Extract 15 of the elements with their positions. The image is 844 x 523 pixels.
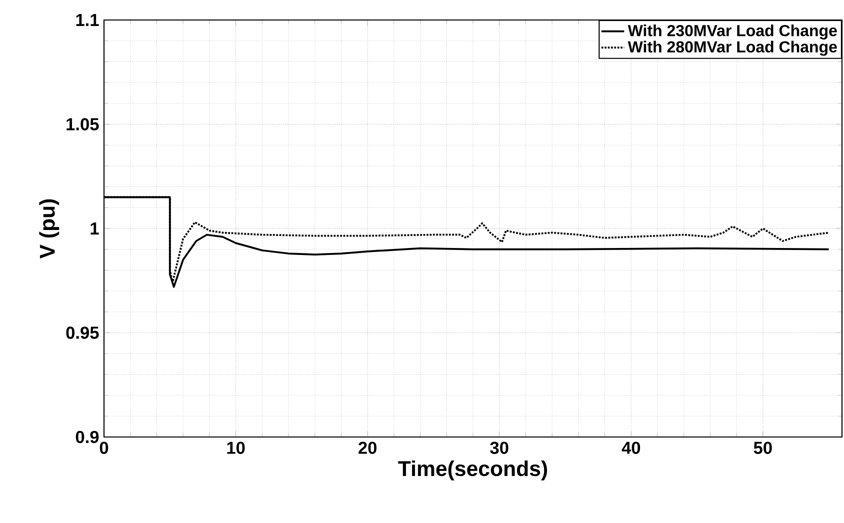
- x-tick-label: 0: [100, 442, 108, 454]
- y-tick-label: 1.05: [66, 118, 99, 130]
- text: With 230MVar Load Change: [628, 24, 837, 40]
- y-tick-label: 0.9: [76, 430, 99, 444]
- x-tick-label: 30: [490, 442, 508, 454]
- x-tick-label: 10: [227, 442, 245, 454]
- legend-label: With 280MVar Load Change: [628, 40, 837, 56]
- x-tick-label: 40: [622, 442, 640, 454]
- y-axis-title: V (pu): [39, 199, 60, 259]
- x-tick-label: 50: [754, 442, 772, 454]
- y-tick-label: 0.95: [66, 326, 99, 339]
- y-tick-label: 1.1: [76, 14, 99, 26]
- x-tick-label: 20: [358, 442, 376, 454]
- x-axis-title: Time(seconds): [398, 460, 548, 480]
- y-tick-label: 1: [90, 222, 99, 234]
